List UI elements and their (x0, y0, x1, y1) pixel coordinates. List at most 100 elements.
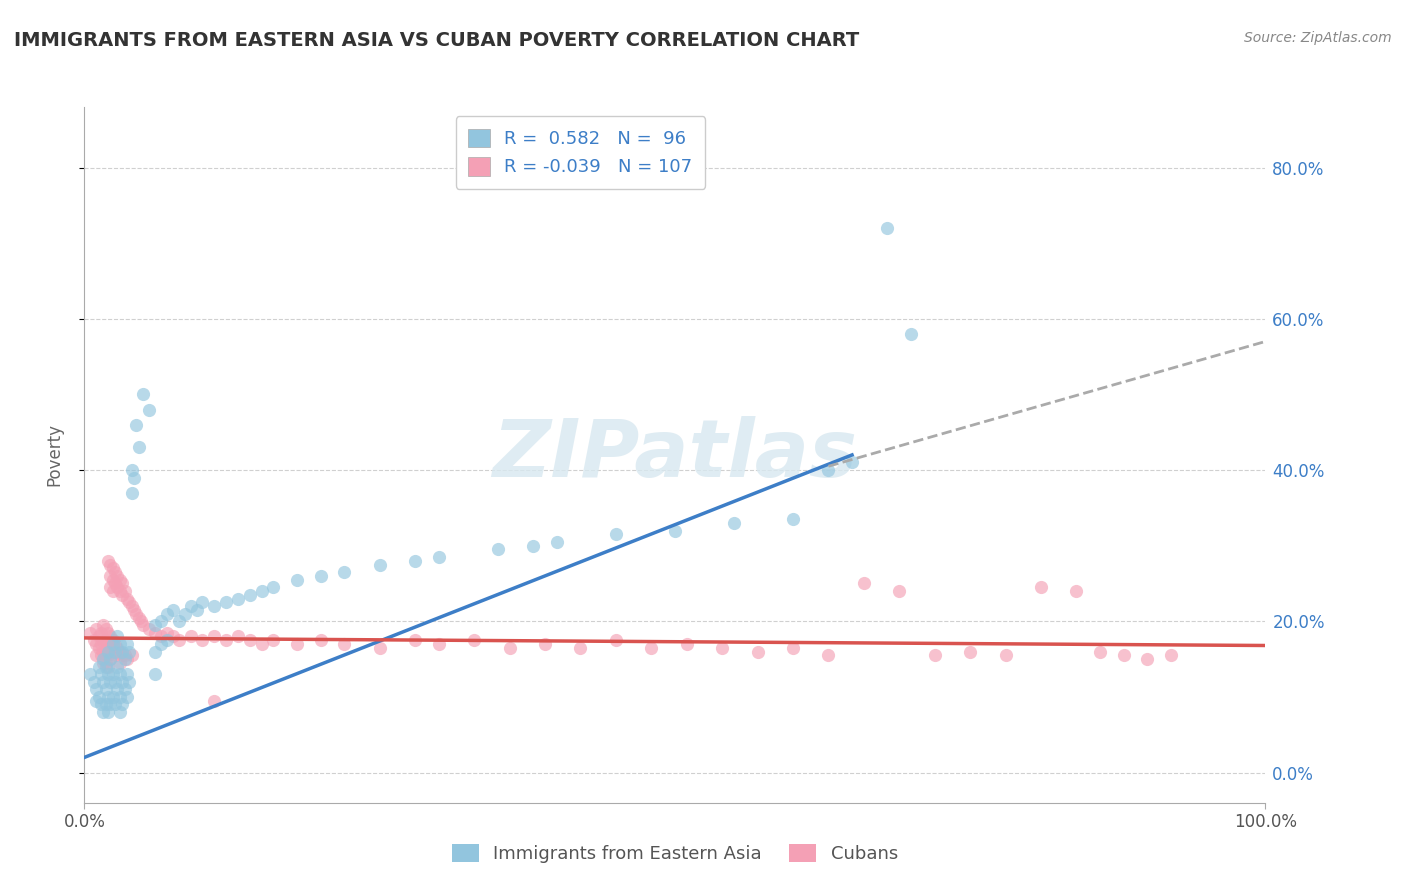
Point (711, 640, 734, 655)
Point (132, 387, 155, 401)
Point (108, 667, 131, 681)
Point (111, 698, 134, 712)
Point (959, 644, 981, 658)
Point (852, 576, 875, 591)
Point (285, 637, 308, 651)
Point (138, 402, 160, 417)
Point (97, 644, 120, 658)
Point (215, 633, 238, 648)
Point (114, 652, 136, 666)
Point (664, 524, 686, 538)
Point (1136, 652, 1159, 666)
Point (162, 629, 184, 643)
Point (150, 637, 173, 651)
Point (104, 637, 127, 651)
Point (91, 633, 114, 648)
Point (167, 633, 190, 648)
Point (427, 637, 450, 651)
Point (90, 698, 112, 712)
Point (250, 584, 273, 599)
Point (108, 644, 131, 658)
Point (111, 644, 134, 658)
Point (98, 580, 121, 594)
Point (97, 667, 120, 681)
Point (1112, 648, 1135, 663)
Point (1160, 648, 1182, 663)
Point (91, 618, 114, 632)
Point (118, 595, 141, 609)
Point (122, 470, 145, 484)
Point (285, 573, 308, 587)
Point (90, 667, 112, 681)
Point (108, 584, 131, 599)
Point (97, 690, 120, 704)
Point (79, 667, 101, 681)
Point (111, 588, 134, 602)
Point (98, 569, 121, 583)
Point (91, 674, 114, 689)
Point (84, 682, 107, 697)
Point (111, 674, 134, 689)
Point (101, 637, 124, 651)
Point (79, 625, 101, 640)
Point (150, 629, 173, 643)
Point (94, 682, 117, 697)
Point (97, 637, 120, 651)
Point (94, 644, 117, 658)
Point (250, 637, 273, 651)
Point (143, 618, 166, 632)
Point (84, 694, 107, 708)
Point (262, 633, 284, 648)
Point (118, 644, 141, 658)
Point (108, 690, 131, 704)
Point (817, 648, 839, 663)
Point (569, 640, 592, 655)
Point (125, 417, 148, 432)
Point (226, 629, 249, 643)
Point (546, 534, 568, 549)
Legend: Immigrants from Eastern Asia, Cubans: Immigrants from Eastern Asia, Cubans (444, 837, 905, 871)
Point (309, 633, 332, 648)
Point (98, 674, 121, 689)
Point (128, 441, 150, 455)
Text: ZIPatlas: ZIPatlas (492, 416, 858, 494)
Point (84, 637, 107, 651)
Point (91, 705, 114, 719)
Point (498, 640, 520, 655)
Point (90, 637, 112, 651)
Point (87, 659, 110, 673)
Point (900, 326, 922, 341)
Point (121, 648, 143, 663)
Point (132, 618, 155, 632)
Point (115, 591, 138, 606)
Point (104, 565, 127, 579)
Point (180, 599, 202, 614)
Text: IMMIGRANTS FROM EASTERN ASIA VS CUBAN POVERTY CORRELATION CHART: IMMIGRANTS FROM EASTERN ASIA VS CUBAN PO… (14, 31, 859, 50)
Point (108, 637, 131, 651)
Point (94, 656, 117, 670)
Point (111, 648, 134, 663)
Point (97, 659, 120, 673)
Point (101, 690, 124, 704)
Point (108, 573, 131, 587)
Point (104, 644, 127, 658)
Point (98, 640, 121, 655)
Text: Source: ZipAtlas.com: Source: ZipAtlas.com (1244, 31, 1392, 45)
Point (1029, 580, 1052, 594)
Point (107, 580, 129, 594)
Point (91, 644, 114, 658)
Point (97, 554, 120, 568)
Point (368, 558, 391, 572)
Point (114, 682, 136, 697)
Point (107, 640, 129, 655)
Point (143, 667, 166, 681)
Point (98, 652, 121, 666)
Point (1088, 644, 1111, 658)
Point (104, 648, 127, 663)
Point (108, 656, 131, 670)
Point (309, 569, 332, 583)
Point (90, 625, 112, 640)
Point (111, 576, 134, 591)
Point (98, 698, 121, 712)
Point (98, 652, 121, 666)
